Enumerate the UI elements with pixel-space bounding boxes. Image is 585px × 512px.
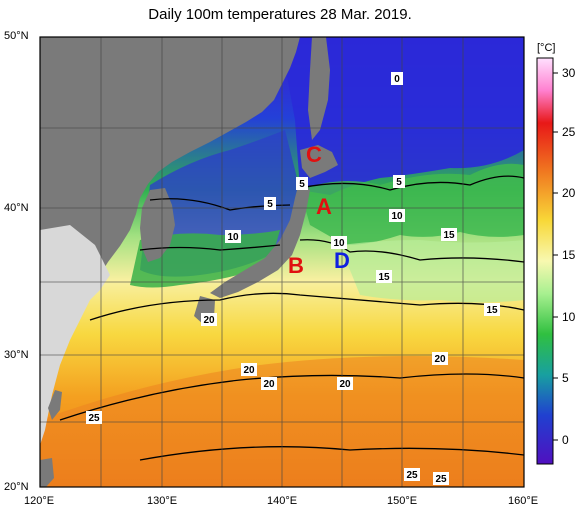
- contour-label: 15: [376, 270, 392, 283]
- svg-text:20: 20: [203, 315, 215, 326]
- svg-text:5: 5: [267, 199, 273, 210]
- graticule: [40, 37, 524, 487]
- lat-label: 30°N: [4, 349, 29, 361]
- contour-label: 25: [404, 468, 420, 481]
- contour-label: 20: [432, 352, 448, 365]
- svg-text:20: 20: [434, 354, 446, 365]
- map-title: Daily 100m temperatures 28 Mar. 2019.: [148, 6, 412, 23]
- lon-label: 120°E: [24, 495, 55, 507]
- svg-text:25: 25: [435, 474, 447, 485]
- land-hokkaido: [300, 145, 338, 178]
- lat-label: 20°N: [4, 481, 29, 493]
- lat-label: 40°N: [4, 202, 29, 214]
- contour-label: 20: [241, 363, 257, 376]
- land-continent: [40, 37, 300, 440]
- marker-d: D: [334, 248, 350, 273]
- contour-label: 5: [264, 197, 276, 210]
- contour-label: 10: [389, 209, 405, 222]
- colorbar-ticks: [553, 72, 558, 441]
- colorbar-tick-label: 20: [562, 186, 576, 200]
- land-sakhalin: [308, 37, 330, 140]
- colorbar-tick-label: 25: [562, 125, 576, 139]
- contour-label: 25: [86, 411, 102, 424]
- colorbar-tick-label: 0: [562, 433, 569, 447]
- svg-text:5: 5: [299, 179, 305, 190]
- lon-label: 130°E: [147, 495, 178, 507]
- land-taiwan: [48, 390, 62, 420]
- svg-text:5: 5: [396, 177, 402, 188]
- marker-c: C: [306, 142, 322, 167]
- svg-text:15: 15: [443, 230, 455, 241]
- colorbar-tick-label: 10: [562, 310, 576, 324]
- colorbar: [536, 57, 554, 465]
- land-luzon: [40, 458, 54, 487]
- svg-text:10: 10: [227, 232, 239, 243]
- point-markers: A B C D: [288, 142, 350, 278]
- svg-text:20: 20: [243, 365, 255, 376]
- contour-label: 10: [225, 230, 241, 243]
- contour-label: 5: [296, 177, 308, 190]
- contour-label: 5: [393, 175, 405, 188]
- svg-text:25: 25: [406, 470, 418, 481]
- svg-text:15: 15: [486, 305, 498, 316]
- colorbar-unit: [°C]: [537, 42, 556, 54]
- svg-text:0: 0: [394, 74, 400, 85]
- svg-text:10: 10: [333, 238, 345, 249]
- svg-text:25: 25: [88, 413, 100, 424]
- contour-label-group: 0 5 5 5 10 10 10 15 15 15 20 20 20 20 20…: [86, 72, 500, 485]
- land-korea: [140, 188, 175, 262]
- lon-label: 150°E: [387, 495, 418, 507]
- contour-label: 15: [484, 303, 500, 316]
- contour-label: 25: [433, 472, 449, 485]
- contour-label: 20: [337, 377, 353, 390]
- contour-label: 0: [391, 72, 403, 85]
- lon-label: 140°E: [267, 495, 298, 507]
- lon-label: 160°E: [508, 495, 539, 507]
- mixed-water-region: [340, 240, 524, 303]
- colorbar-tick-label: 15: [562, 248, 576, 262]
- colorbar-tick-label: 5: [562, 371, 569, 385]
- contour-label: 15: [441, 228, 457, 241]
- contour-label: 10: [331, 236, 347, 249]
- svg-text:10: 10: [391, 211, 403, 222]
- map-frame: [39, 36, 525, 488]
- colorbar-tick-label: 30: [562, 66, 576, 80]
- land-china: [40, 225, 110, 445]
- lat-label: 50°N: [4, 30, 29, 42]
- svg-text:15: 15: [378, 272, 390, 283]
- marker-b: B: [288, 253, 304, 278]
- contour-label: 20: [261, 377, 277, 390]
- svg-text:20: 20: [339, 379, 351, 390]
- svg-text:20: 20: [263, 379, 275, 390]
- contour-label: 20: [201, 313, 217, 326]
- marker-a: A: [316, 194, 332, 219]
